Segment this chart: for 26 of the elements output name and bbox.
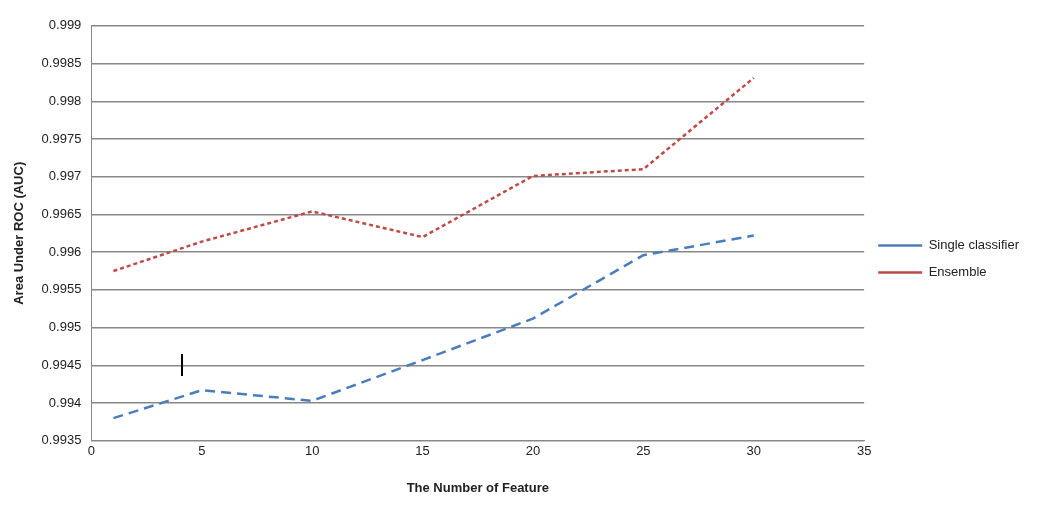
y-tick-label: 0.9955 bbox=[41, 281, 82, 297]
x-axis-title: The Number of Feature bbox=[406, 479, 549, 495]
y-tick-label: 0.995 bbox=[48, 319, 82, 335]
y-tick-label: 0.994 bbox=[48, 394, 82, 410]
y-tick-label: 0.9975 bbox=[41, 130, 82, 146]
x-tick-label: 25 bbox=[636, 443, 651, 459]
y-axis-title: Area Under ROC (AUC) bbox=[11, 161, 27, 305]
y-tick-label: 0.9985 bbox=[41, 55, 82, 71]
y-tick-label: 0.9965 bbox=[41, 206, 82, 222]
x-tick-label: 0 bbox=[87, 443, 95, 459]
y-tick-label: 0.997 bbox=[48, 168, 82, 184]
legend-label: Ensemble bbox=[928, 264, 987, 280]
line-series bbox=[112, 234, 756, 420]
line-series bbox=[112, 76, 756, 273]
y-tick-label: 0.9935 bbox=[41, 432, 82, 448]
x-tick-label: 15 bbox=[415, 443, 430, 459]
y-tick-label: 0.999 bbox=[48, 17, 82, 33]
y-tick-label: 0.9945 bbox=[41, 356, 82, 372]
legend-label: Single classifier bbox=[928, 237, 1020, 253]
x-tick-label: 5 bbox=[198, 443, 206, 459]
y-tick-label: 0.996 bbox=[48, 243, 82, 259]
y-tick-label: 0.998 bbox=[48, 92, 82, 108]
x-tick-label: 35 bbox=[856, 443, 872, 459]
x-tick-label: 30 bbox=[746, 443, 762, 459]
x-tick-label: 10 bbox=[304, 443, 320, 459]
x-tick-label: 20 bbox=[525, 443, 541, 459]
